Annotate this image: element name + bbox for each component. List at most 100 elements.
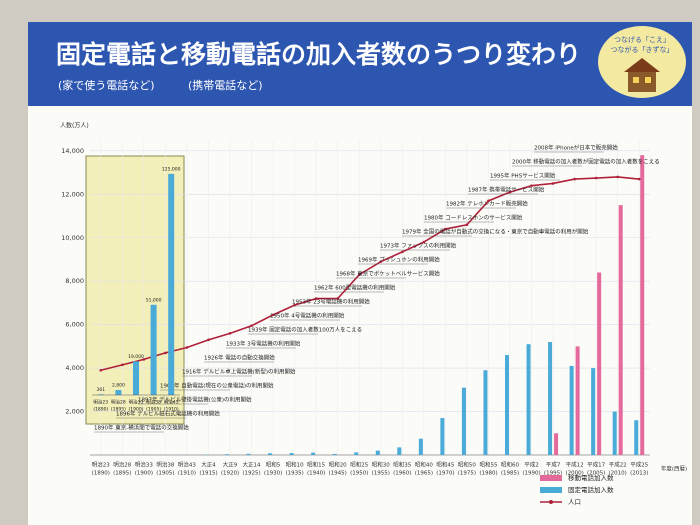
inset-x-label: 明治43 xyxy=(164,399,179,406)
subtitle: (家で使う電話など) xyxy=(58,78,155,92)
line xyxy=(100,176,640,372)
point xyxy=(250,324,253,328)
x-tick-year: (1905) xyxy=(156,471,174,477)
x-tick-year: (1985) xyxy=(501,471,519,477)
y-axis-label: 人数(万人) xyxy=(60,122,89,130)
x-tick-label: 昭和15 xyxy=(307,461,325,469)
y-tick-label: 12,000 xyxy=(61,190,84,198)
x-tick-label: 平成7 xyxy=(546,461,561,469)
x-tick-year: (1975) xyxy=(458,471,476,477)
bar xyxy=(332,453,337,455)
house-body xyxy=(628,72,656,92)
bar xyxy=(548,342,553,455)
annotation: 1950年 4号電話機の利用開始 xyxy=(270,312,345,320)
annotation: 1933年 3号電話機の利用開始 xyxy=(226,340,301,348)
x-tick-year: (2010) xyxy=(609,471,627,477)
subtitle: (携帯電話など) xyxy=(188,78,263,92)
x-tick-year: (1980) xyxy=(479,471,497,477)
x-tick-year: (1920) xyxy=(221,471,239,477)
header-band xyxy=(28,22,692,106)
inset-x-label: 明治38 xyxy=(146,399,161,406)
annotation: 1969年 プッシュホンの利用開始 xyxy=(358,256,440,264)
x-tick-label: 昭和35 xyxy=(393,461,411,469)
legend-label: 人口 xyxy=(568,498,581,506)
x-tick-year: (1910) xyxy=(178,471,196,477)
x-axis-label: 年度(西暦) xyxy=(661,465,687,473)
x-tick-year: (1890) xyxy=(92,471,110,477)
bar xyxy=(246,453,251,455)
bar xyxy=(526,344,531,455)
badge-text: つなげる「こえ」 xyxy=(614,35,670,44)
bar xyxy=(618,205,623,455)
point xyxy=(422,240,426,244)
point xyxy=(293,303,296,307)
point xyxy=(314,297,318,300)
bar xyxy=(575,346,580,455)
point xyxy=(164,351,167,355)
point xyxy=(142,358,146,361)
point xyxy=(530,184,533,187)
inset-x-year: (1905) xyxy=(146,407,161,413)
inset-value-label: 125,000 xyxy=(162,166,181,172)
annotation: 1973年 ファックスの利用開始 xyxy=(380,242,457,250)
x-tick-label: 大正4 xyxy=(201,461,216,469)
x-tick-year: (1940) xyxy=(307,471,325,477)
inset-value-label: 2,800 xyxy=(112,383,125,389)
inset-x-label: 明治23 xyxy=(93,399,108,406)
annotation: 1897年 デルビル壁掛電話機(公衆)の利用開始 xyxy=(138,396,252,404)
x-tick-year: (1970) xyxy=(436,471,454,477)
x-tick-year: (1995) xyxy=(544,471,562,477)
x-tick-label: 昭和25 xyxy=(350,461,368,469)
x-tick-year: (2000) xyxy=(565,471,583,477)
annotation: 2000年 移動電話の加入者数が固定電話の加入者数をこえる xyxy=(512,158,660,166)
point xyxy=(594,176,598,180)
annotation: 1939年 固定電話の加入者数100万人をこえる xyxy=(248,326,362,334)
inset-value-label: 361 xyxy=(97,387,106,393)
x-tick-label: 大正14 xyxy=(243,461,261,469)
point xyxy=(271,313,275,317)
x-tick-year: (1930) xyxy=(264,471,282,477)
x-tick-label: 昭和45 xyxy=(436,461,454,469)
y-tick-label: 8,000 xyxy=(65,277,84,285)
legend-label: 移動電話加入数 xyxy=(568,473,614,482)
annotation: 1968年 東京でポケットベルサービス開始 xyxy=(336,270,440,278)
bar xyxy=(375,450,380,455)
point xyxy=(465,223,469,227)
point xyxy=(508,190,512,194)
x-tick-label: 平成12 xyxy=(566,461,584,469)
point xyxy=(573,177,576,181)
bar xyxy=(461,387,466,455)
bar xyxy=(311,452,316,455)
bar xyxy=(440,418,445,455)
inset-x-label: 明治33 xyxy=(129,399,144,406)
y-tick-label: 10,000 xyxy=(61,234,84,242)
bar xyxy=(591,368,596,455)
inset-bar xyxy=(115,390,122,395)
x-tick-label: 明治38 xyxy=(156,461,174,469)
inset-bar xyxy=(150,304,157,395)
x-tick-label: 昭和5 xyxy=(266,461,281,469)
point xyxy=(616,175,619,179)
annotation: 1896年 デルビル磁石式電話機の利用開始 xyxy=(116,410,220,418)
bar xyxy=(225,454,229,455)
x-tick-year: (2013) xyxy=(630,471,648,477)
annotation: 1979年 全国の電話が自動式の交換になる・東京で自動車電話の利用が開始 xyxy=(402,228,589,236)
bar xyxy=(418,438,423,455)
x-tick-label: 昭和40 xyxy=(415,461,433,469)
annotation: 1980年 コードレスホンのサービス開始 xyxy=(424,214,523,222)
bar xyxy=(354,452,359,455)
x-tick-year: (2005) xyxy=(587,471,605,477)
point xyxy=(121,363,124,367)
y-tick-label: 14,000 xyxy=(61,147,84,155)
annotation: 1916年 デルビル卓上電話機(新型)の利用開始 xyxy=(182,368,296,376)
x-tick-label: 明治33 xyxy=(135,461,153,469)
annotation: 1900年 自動電話(現在の公衆電話)の利用開始 xyxy=(160,382,274,390)
inset-x-year: (1890) xyxy=(93,407,108,413)
x-tick-label: 大正9 xyxy=(223,461,238,469)
x-tick-label: 平成25 xyxy=(630,461,648,469)
legend-swatch xyxy=(549,500,553,504)
inset-x-year: (1895) xyxy=(111,407,126,413)
inset-value-label: 51,000 xyxy=(146,297,162,303)
x-tick-label: 昭和20 xyxy=(329,461,347,469)
